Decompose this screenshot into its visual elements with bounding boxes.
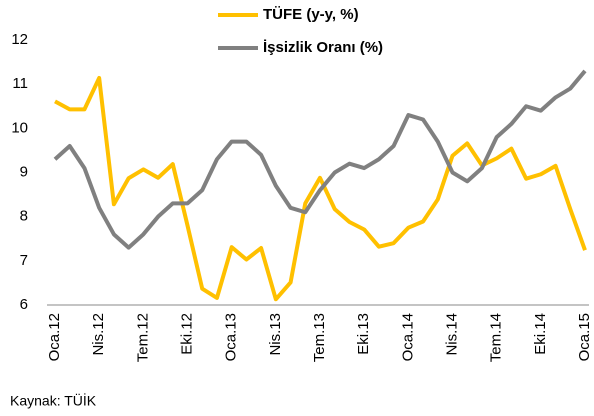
x-tick-label: Tem.14 <box>488 313 505 362</box>
x-tick-label: Nis.14 <box>443 313 460 356</box>
series-line <box>53 69 587 250</box>
y-tick-label: 6 <box>20 296 28 313</box>
y-tick-label: 8 <box>20 208 28 225</box>
x-tick-label: Eki.14 <box>532 313 549 355</box>
x-tick-label: Oca.15 <box>576 313 593 361</box>
y-tick-label: 12 <box>11 31 28 48</box>
y-tick-label: 7 <box>20 252 28 269</box>
x-tick-label: Nis.13 <box>267 313 284 356</box>
x-tick-label: Tem.13 <box>311 313 328 362</box>
x-tick-label: Tem.12 <box>134 313 151 362</box>
legend-label: İşsizlik Oranı (%) <box>263 39 383 56</box>
series-line <box>54 75 587 302</box>
x-tick-label: Oca.14 <box>399 313 416 361</box>
y-tick-label: 9 <box>20 163 28 180</box>
x-tick-label: Nis.12 <box>90 313 107 356</box>
source-note: Kaynak: TÜİK <box>10 392 97 409</box>
y-tick-label: 10 <box>11 119 28 136</box>
y-tick-label: 11 <box>12 75 28 92</box>
x-tick-label: Oca.13 <box>223 313 240 361</box>
x-tick-label: Oca.12 <box>46 313 63 361</box>
legend-label: TÜFE (y-y, %) <box>263 6 359 23</box>
x-tick-label: Eki.13 <box>355 313 372 355</box>
x-tick-label: Eki.12 <box>178 313 195 355</box>
